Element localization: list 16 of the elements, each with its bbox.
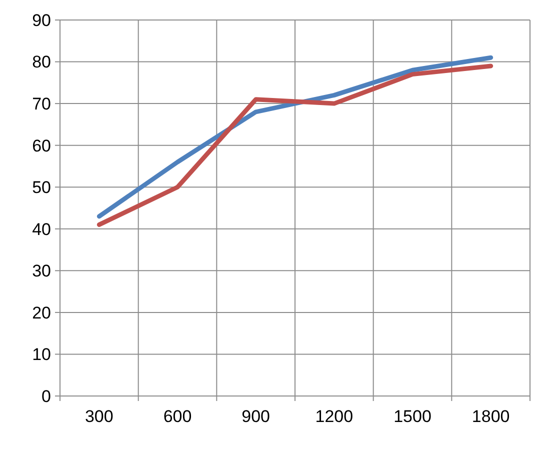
y-tick-label: 30 <box>32 262 51 281</box>
y-tick-label: 90 <box>32 10 51 30</box>
y-tick-label: 50 <box>32 178 51 198</box>
y-tick-label: 60 <box>32 136 51 156</box>
x-tick-label: 300 <box>84 407 114 426</box>
x-tick-label: 1500 <box>394 407 432 426</box>
y-tick-label: 70 <box>32 94 51 114</box>
x-tick-label: 1200 <box>315 407 354 426</box>
x-tick-label: 900 <box>242 407 270 426</box>
x-tick-label: 600 <box>163 407 192 426</box>
y-tick-label: 40 <box>32 220 51 239</box>
y-tick-label: 0 <box>42 386 51 406</box>
y-tick-label: 10 <box>32 345 51 364</box>
x-tick-label: 1800 <box>472 407 510 426</box>
y-tick-label: 20 <box>32 303 51 322</box>
y-tick-label: 80 <box>32 52 51 72</box>
